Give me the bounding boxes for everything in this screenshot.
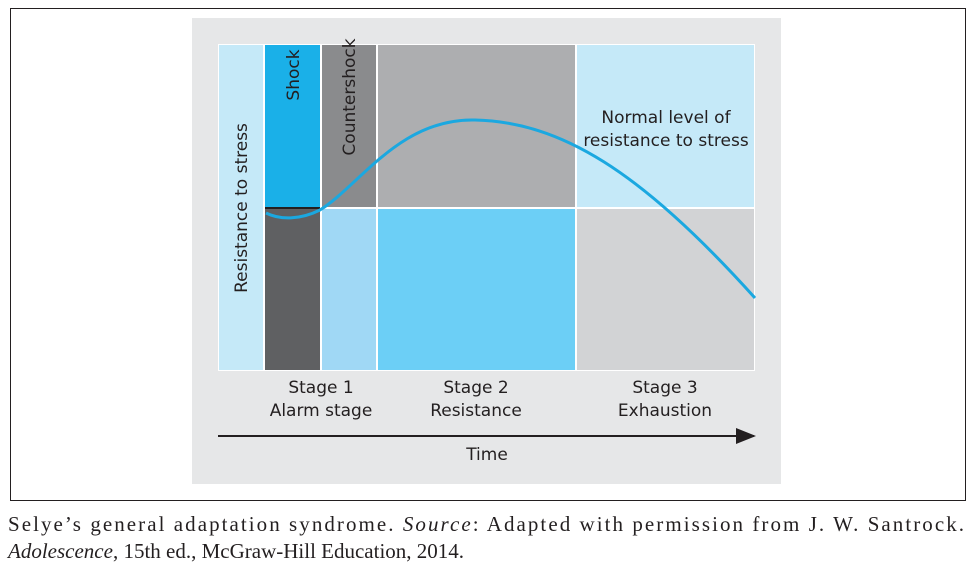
phase-label: Shock [284,49,304,100]
caption-text: : Adapted with permission from J. W. San… [473,512,964,536]
phase-label: Countershock [340,38,360,155]
shock-bottom [265,209,320,370]
stage-name: Stage 3 [632,378,697,398]
normal-level-label: Normal level of [601,108,731,128]
exhaustion-bottom [577,209,754,370]
caption-text: Source [403,512,471,536]
resistance-curve [265,118,757,300]
stage-name: Stage 2 [443,378,508,398]
caption-text: Adolescence [6,539,113,563]
countershock-top [322,45,376,207]
caption-line: Selye’s general adaptation syndrome. Sou… [8,512,964,536]
x-axis-label: Time [465,445,508,465]
caption-text: , 15th ed., McGraw-Hill Education, 2014. [113,539,464,563]
exhaustion-top [577,45,754,207]
stage-label: Resistance [430,401,522,421]
stage-label: Alarm stage [270,401,373,421]
caption-text: Selye’s general adaptation syndrome. [8,512,401,536]
stage-label: Exhaustion [618,401,712,421]
resistance-bottom [378,209,575,370]
countershock-bottom [322,209,376,370]
y-axis-label: Resistance to stress [232,123,252,293]
stage-name: Stage 1 [288,378,353,398]
axis-strip [219,45,263,370]
shock-top [265,45,320,207]
caption-line: Adolescence, 15th ed., McGraw-Hill Educa… [6,539,464,563]
resistance-top [378,45,575,207]
normal-level-label: resistance to stress [583,131,749,151]
